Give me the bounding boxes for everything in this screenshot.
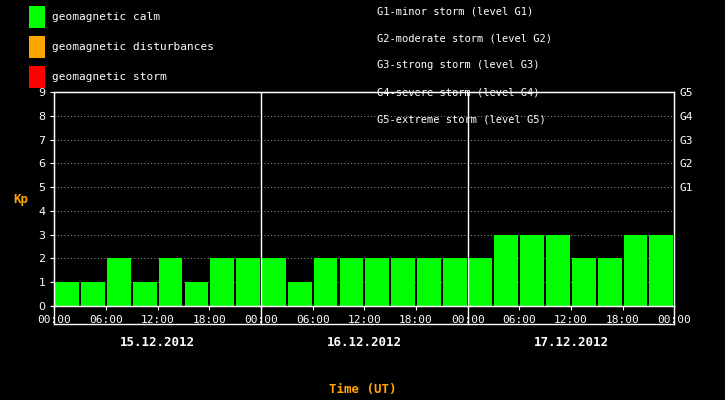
Bar (81, 282, 105, 306)
Bar (339, 258, 363, 306)
Bar (185, 282, 208, 306)
Text: 17.12.2012: 17.12.2012 (534, 336, 608, 349)
Text: geomagnetic storm: geomagnetic storm (52, 72, 167, 82)
Bar (107, 258, 130, 306)
Bar (624, 235, 647, 306)
Bar (314, 258, 337, 306)
Text: geomagnetic disturbances: geomagnetic disturbances (52, 42, 214, 52)
Text: G5-extreme storm (level G5): G5-extreme storm (level G5) (377, 115, 546, 125)
Bar (598, 258, 621, 306)
Bar (546, 235, 570, 306)
Text: geomagnetic calm: geomagnetic calm (52, 12, 160, 22)
Text: 15.12.2012: 15.12.2012 (120, 336, 195, 349)
Bar (133, 282, 157, 306)
Text: G1-minor storm (level G1): G1-minor storm (level G1) (377, 6, 534, 16)
Bar (159, 258, 183, 306)
Bar (392, 258, 415, 306)
Bar (236, 258, 260, 306)
Text: 16.12.2012: 16.12.2012 (327, 336, 402, 349)
Bar (650, 235, 674, 306)
Bar (288, 282, 312, 306)
Bar (494, 235, 518, 306)
Bar (521, 235, 544, 306)
Text: G4-severe storm (level G4): G4-severe storm (level G4) (377, 88, 539, 98)
Bar (210, 258, 234, 306)
Bar (262, 258, 286, 306)
Text: Kp: Kp (13, 192, 28, 206)
Bar (468, 258, 492, 306)
Text: G2-moderate storm (level G2): G2-moderate storm (level G2) (377, 33, 552, 43)
Bar (572, 258, 596, 306)
Bar (365, 258, 389, 306)
Bar (417, 258, 441, 306)
Bar (443, 258, 467, 306)
Text: G3-strong storm (level G3): G3-strong storm (level G3) (377, 60, 539, 70)
Bar (55, 282, 79, 306)
Text: Time (UT): Time (UT) (328, 383, 397, 396)
